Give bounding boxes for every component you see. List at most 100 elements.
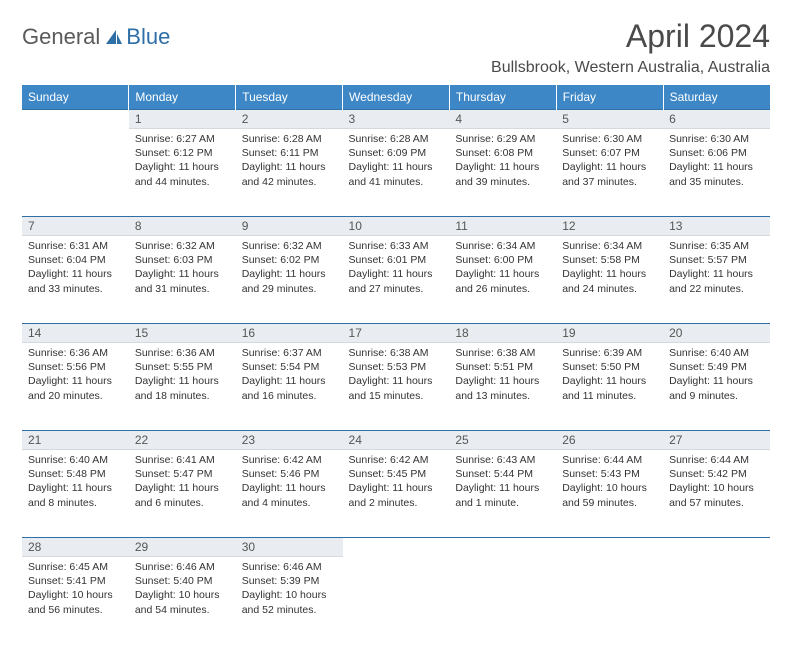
day-number: 3 [343,110,450,129]
day2-text: and 29 minutes. [242,282,337,296]
sunrise-text: Sunrise: 6:32 AM [135,239,230,253]
day-number: 10 [343,217,450,236]
day-cell: Sunrise: 6:40 AMSunset: 5:48 PMDaylight:… [22,450,129,538]
sunrise-text: Sunrise: 6:45 AM [28,560,123,574]
logo-word1: General [22,24,100,50]
day2-text: and 33 minutes. [28,282,123,296]
day-number [663,538,770,557]
day-number: 12 [556,217,663,236]
day-cell [22,129,129,217]
day-number: 22 [129,431,236,450]
day-number: 7 [22,217,129,236]
day1-text: Daylight: 11 hours [455,267,550,281]
day-number: 18 [449,324,556,343]
sunrise-text: Sunrise: 6:28 AM [349,132,444,146]
day1-text: Daylight: 11 hours [562,160,657,174]
sunrise-text: Sunrise: 6:39 AM [562,346,657,360]
content-row: Sunrise: 6:40 AMSunset: 5:48 PMDaylight:… [22,450,770,538]
sunset-text: Sunset: 6:08 PM [455,146,550,160]
day-cell: Sunrise: 6:30 AMSunset: 6:06 PMDaylight:… [663,129,770,217]
day-number: 4 [449,110,556,129]
day-cell: Sunrise: 6:43 AMSunset: 5:44 PMDaylight:… [449,450,556,538]
day2-text: and 39 minutes. [455,175,550,189]
day2-text: and 6 minutes. [135,496,230,510]
day2-text: and 31 minutes. [135,282,230,296]
day1-text: Daylight: 11 hours [455,374,550,388]
day-number: 1 [129,110,236,129]
day2-text: and 44 minutes. [135,175,230,189]
day-number: 17 [343,324,450,343]
day1-text: Daylight: 11 hours [135,160,230,174]
day-cell: Sunrise: 6:37 AMSunset: 5:54 PMDaylight:… [236,343,343,431]
day2-text: and 35 minutes. [669,175,764,189]
day2-text: and 52 minutes. [242,603,337,617]
day-number [22,110,129,129]
day-cell: Sunrise: 6:42 AMSunset: 5:45 PMDaylight:… [343,450,450,538]
day1-text: Daylight: 11 hours [669,267,764,281]
day2-text: and 18 minutes. [135,389,230,403]
sunset-text: Sunset: 5:53 PM [349,360,444,374]
sunrise-text: Sunrise: 6:38 AM [349,346,444,360]
content-row: Sunrise: 6:45 AMSunset: 5:41 PMDaylight:… [22,557,770,645]
logo-sail-icon [104,28,124,46]
day-cell: Sunrise: 6:42 AMSunset: 5:46 PMDaylight:… [236,450,343,538]
day1-text: Daylight: 11 hours [242,160,337,174]
day1-text: Daylight: 10 hours [135,588,230,602]
content-row: Sunrise: 6:36 AMSunset: 5:56 PMDaylight:… [22,343,770,431]
day1-text: Daylight: 11 hours [562,267,657,281]
logo-word2: Blue [126,24,170,50]
day2-text: and 54 minutes. [135,603,230,617]
day-number: 29 [129,538,236,557]
day2-text: and 59 minutes. [562,496,657,510]
day-number [556,538,663,557]
sunrise-text: Sunrise: 6:30 AM [669,132,764,146]
day1-text: Daylight: 11 hours [349,481,444,495]
sunset-text: Sunset: 5:43 PM [562,467,657,481]
day1-text: Daylight: 11 hours [242,481,337,495]
sunrise-text: Sunrise: 6:37 AM [242,346,337,360]
day-number [449,538,556,557]
day-number: 23 [236,431,343,450]
day-cell: Sunrise: 6:39 AMSunset: 5:50 PMDaylight:… [556,343,663,431]
day2-text: and 27 minutes. [349,282,444,296]
day-number: 2 [236,110,343,129]
sunrise-text: Sunrise: 6:44 AM [562,453,657,467]
day-cell: Sunrise: 6:34 AMSunset: 6:00 PMDaylight:… [449,236,556,324]
day1-text: Daylight: 11 hours [135,481,230,495]
day-cell: Sunrise: 6:29 AMSunset: 6:08 PMDaylight:… [449,129,556,217]
sunset-text: Sunset: 5:42 PM [669,467,764,481]
daynum-row: 21222324252627 [22,431,770,450]
daynum-row: 14151617181920 [22,324,770,343]
sunset-text: Sunset: 6:07 PM [562,146,657,160]
sunset-text: Sunset: 6:02 PM [242,253,337,267]
weekday-header: Wednesday [343,85,450,110]
day2-text: and 8 minutes. [28,496,123,510]
sunset-text: Sunset: 5:57 PM [669,253,764,267]
sunrise-text: Sunrise: 6:41 AM [135,453,230,467]
day-number [343,538,450,557]
sunset-text: Sunset: 6:09 PM [349,146,444,160]
weekday-header: Friday [556,85,663,110]
sunset-text: Sunset: 5:46 PM [242,467,337,481]
day2-text: and 26 minutes. [455,282,550,296]
day2-text: and 11 minutes. [562,389,657,403]
sunrise-text: Sunrise: 6:36 AM [28,346,123,360]
day-number: 25 [449,431,556,450]
sunset-text: Sunset: 5:48 PM [28,467,123,481]
sunrise-text: Sunrise: 6:43 AM [455,453,550,467]
sunset-text: Sunset: 6:06 PM [669,146,764,160]
day1-text: Daylight: 11 hours [28,481,123,495]
sunrise-text: Sunrise: 6:34 AM [455,239,550,253]
day2-text: and 16 minutes. [242,389,337,403]
sunset-text: Sunset: 5:54 PM [242,360,337,374]
day2-text: and 24 minutes. [562,282,657,296]
day2-text: and 22 minutes. [669,282,764,296]
day2-text: and 4 minutes. [242,496,337,510]
day2-text: and 37 minutes. [562,175,657,189]
sunrise-text: Sunrise: 6:30 AM [562,132,657,146]
weekday-header: Saturday [663,85,770,110]
sunset-text: Sunset: 6:04 PM [28,253,123,267]
day1-text: Daylight: 10 hours [669,481,764,495]
sunrise-text: Sunrise: 6:42 AM [349,453,444,467]
day-number: 28 [22,538,129,557]
